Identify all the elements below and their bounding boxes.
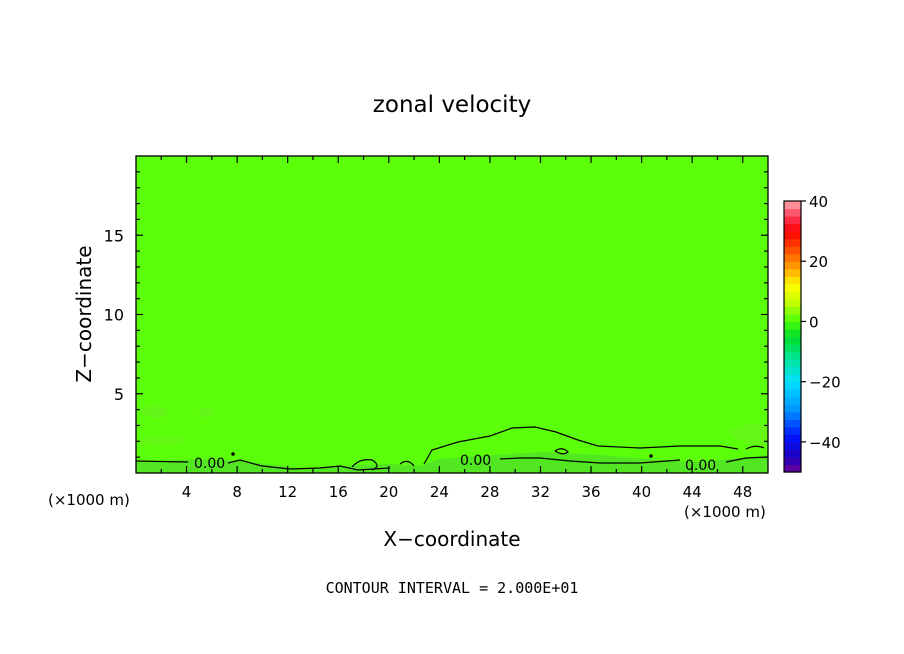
colorbar-band [784,253,801,262]
colorbar-band [784,328,801,338]
colorbar-band [784,268,801,277]
colorbar-tick-label: 20 [809,253,828,271]
colorbar-band [784,449,801,458]
x-tick-label: 36 [581,483,600,501]
colorbar-band [784,434,801,443]
colorbar-band [784,351,801,360]
colorbar-band [784,464,801,473]
contour-line [135,460,189,463]
colorbar-band [784,389,801,398]
colorbar-tick-label: 0 [809,313,819,331]
contour-line [554,448,569,455]
contour-lines [135,426,769,471]
contour-dot [231,452,235,456]
colorbar-band [784,238,801,247]
y-axis-ticks: 5 10 15 [104,171,768,458]
colorbar-band [784,223,801,232]
colorbar-band [784,276,801,285]
y-tick-label: 5 [114,385,124,404]
colorbar-band [784,456,801,466]
colorbar-band [784,381,801,390]
colorbar-tick-label: 40 [809,193,828,211]
colorbar-band [784,261,801,270]
x-axis-label: X−coordinate [383,527,520,551]
contour-line [745,445,765,450]
y-tick-label: 10 [104,306,124,325]
colorbar-band [784,344,801,353]
surface-layer [136,452,768,473]
contour-line [725,456,769,463]
x-tick-label: 20 [379,483,398,501]
y-tick-label: 15 [104,226,124,245]
contour-line [227,459,391,471]
contour-line [423,426,739,465]
field-patch [198,407,216,418]
colorbar-band [784,246,801,255]
x-tick-label: 32 [531,483,550,501]
colorbar-band [784,419,801,428]
contour-line [351,459,378,471]
contour-label: 0.00 [194,456,225,472]
x-tick-label: 16 [329,483,348,501]
colorbar-band [784,336,801,345]
x-tick-label: 8 [232,483,242,501]
colorbar-band [784,411,801,420]
colorbar-band [784,216,801,225]
field-patch [728,424,766,446]
x-unit-label-right: (×1000 m) [684,503,766,521]
field-patch [140,437,190,445]
x-tick-label: 28 [480,483,499,501]
contour-dot [649,454,653,458]
colorbar-band [784,313,801,323]
colorbar-ticks: 40 20 0 −20 −40 [801,193,841,452]
x-tick-label: 44 [683,483,702,501]
colorbar-tick-label: −40 [809,434,841,452]
colorbar-band [784,441,801,451]
contour-interval-note: CONTOUR INTERVAL = 2.000E+01 [326,579,579,597]
colorbar-band [784,283,801,292]
chart-title: zonal velocity [373,92,531,118]
contour-line [499,457,681,464]
colorbar-band [784,321,801,330]
colorbar-frame [783,200,802,473]
colorbar-band [784,291,801,300]
x-tick-label: 12 [278,483,297,501]
velocity-field [136,156,768,473]
colorbar-band [784,426,801,435]
contour-label: 0.00 [685,458,716,474]
x-unit-label-left: (×1000 m) [48,491,130,509]
colorbar-band [784,404,801,413]
x-tick-label: 24 [430,483,449,501]
x-axis-ticks: 4 8 12 16 20 24 28 32 36 40 44 48 [160,156,752,501]
colorbar-band [784,208,801,217]
colorbar-band [784,306,801,315]
colorbar [783,200,802,473]
colorbar-band [784,366,801,375]
colorbar-band [784,359,801,368]
colorbar-band [784,396,801,405]
colorbar-band [784,201,801,210]
plot-area: 0.00 0.00 0.00 [135,155,769,474]
x-tick-label: 48 [733,483,752,501]
colorbar-tick-label: −20 [809,374,841,392]
x-tick-label: 4 [182,483,192,501]
colorbar-band [784,374,801,383]
y-axis-label: Z−coordinate [72,245,96,382]
colorbar-band [784,231,801,240]
contour-label: 0.00 [460,453,491,469]
contour-line [399,460,415,467]
x-tick-label: 40 [632,483,651,501]
colorbar-band [784,298,801,307]
field-patch [140,406,168,418]
